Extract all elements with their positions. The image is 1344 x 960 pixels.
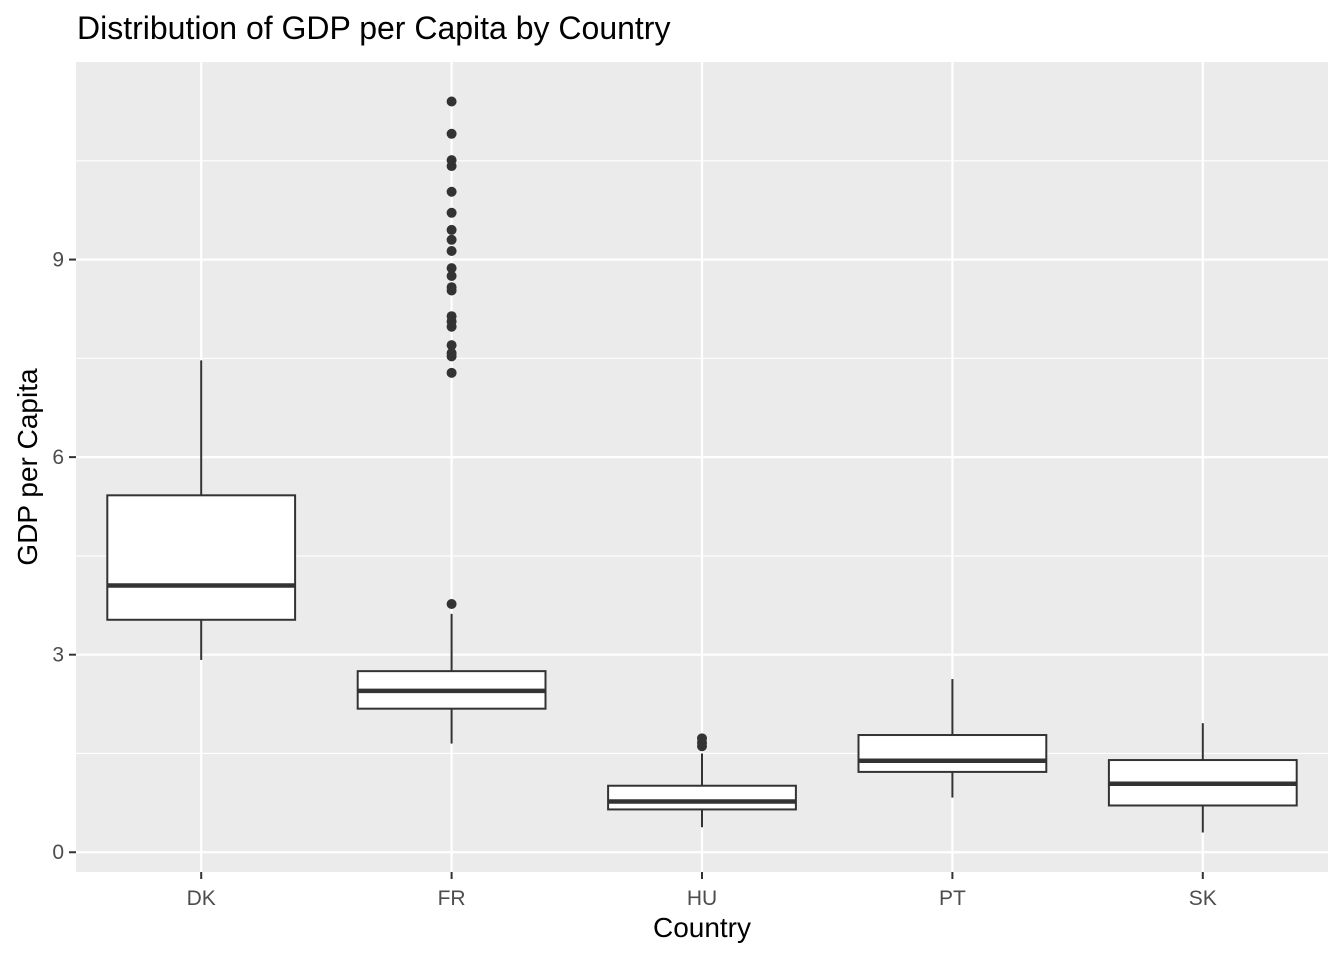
y-tick-label: 3 xyxy=(52,644,64,667)
outlier-point xyxy=(446,155,457,166)
outlier-point xyxy=(446,271,457,282)
outlier-point xyxy=(446,348,457,359)
x-tick-label: DK xyxy=(187,887,216,910)
box-pt xyxy=(857,734,1048,773)
outlier-point xyxy=(446,207,457,218)
outlier-point xyxy=(446,246,457,256)
box-hu xyxy=(607,784,797,811)
y-tick-label: 0 xyxy=(52,841,64,864)
outlier-point xyxy=(446,186,457,197)
x-axis-title: Country xyxy=(652,912,752,943)
x-tick-label: FR xyxy=(438,887,466,910)
y-tick-label: 9 xyxy=(52,249,64,272)
chart-title: Distribution of GDP per Capita by Countr… xyxy=(77,10,671,46)
outlier-point xyxy=(446,367,457,378)
outlier-point xyxy=(446,282,457,293)
y-axis-title: GDP per Capita xyxy=(12,368,43,566)
x-tick-label: HU xyxy=(687,887,717,910)
outlier-point xyxy=(446,224,457,235)
outlier-point xyxy=(446,96,457,107)
y-tick-label: 6 xyxy=(52,446,64,469)
outlier-point xyxy=(446,598,457,609)
outlier-point xyxy=(697,733,707,744)
outlier-point xyxy=(446,340,457,351)
x-tick-label: PT xyxy=(939,887,966,910)
outlier-point xyxy=(446,311,457,322)
outlier-point xyxy=(446,234,457,245)
outlier-point xyxy=(446,128,457,139)
box-dk xyxy=(106,494,297,621)
x-tick-label: SK xyxy=(1189,887,1217,910)
outlier-point xyxy=(446,263,457,274)
